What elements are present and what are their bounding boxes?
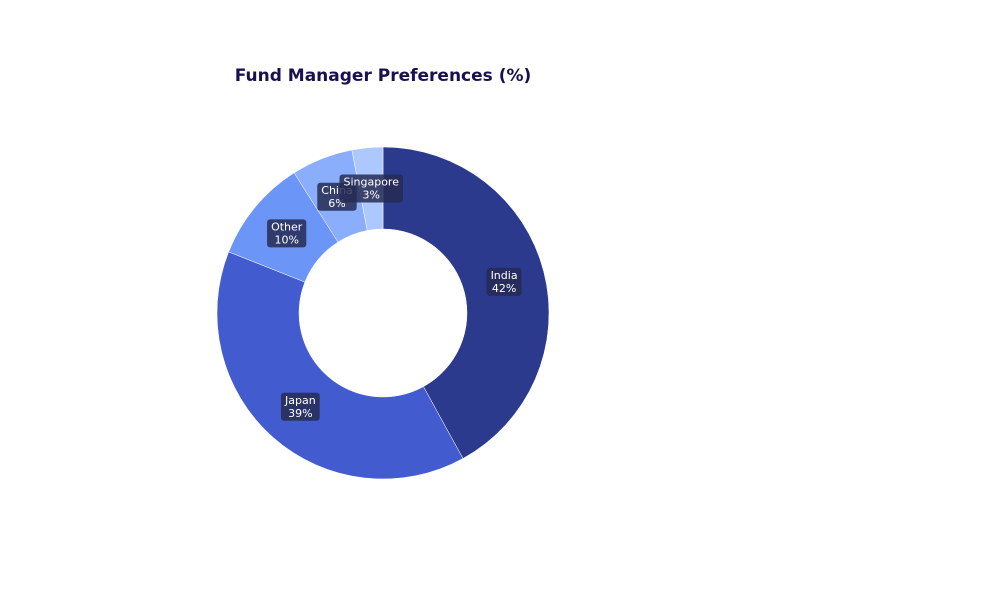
slice: [382, 146, 550, 459]
label-box: [267, 219, 307, 248]
slice-labels: India42%Japan39%Other10%China6%Singapore…: [267, 174, 522, 421]
label-value: 10%: [274, 233, 298, 246]
label-category: Other: [271, 220, 303, 233]
label-value: 3%: [363, 189, 380, 202]
label-value: 42%: [492, 282, 516, 295]
label-category: Singapore: [343, 176, 399, 189]
label-category: Japan: [284, 394, 316, 407]
label-category: India: [491, 269, 518, 282]
label-box: [339, 174, 403, 203]
chart-title: Fund Manager Preferences (%): [235, 66, 532, 86]
label-value: 39%: [288, 407, 312, 420]
label-box: [280, 392, 320, 421]
label-box: [486, 267, 522, 296]
slice: [216, 251, 464, 480]
